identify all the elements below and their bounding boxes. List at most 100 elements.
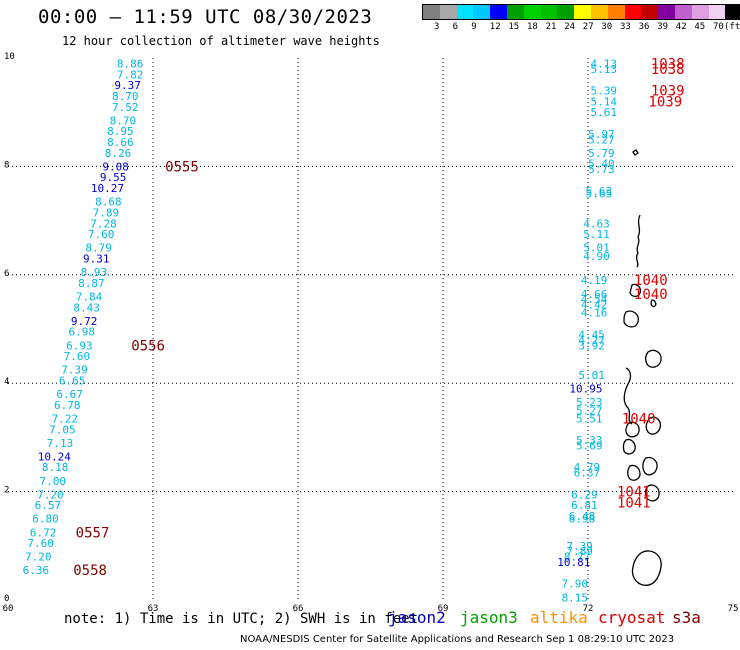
island-shape xyxy=(627,464,641,481)
swh-point-label: 7.89 xyxy=(93,206,120,219)
legend-label: 18 xyxy=(527,22,538,32)
swh-point-label: 3.92 xyxy=(578,339,605,352)
legend-labels: 3 6 9 12 15 18 21 24 27 30 33 36 39 42 45 70 xyxy=(422,22,740,34)
island-shape xyxy=(625,421,640,438)
time-label: 1039 xyxy=(648,94,682,110)
swh-point-label: 6.93 xyxy=(66,339,93,352)
time-label: 1039 xyxy=(651,84,685,100)
legend-label: 45 xyxy=(694,22,706,32)
legend-label: 24 xyxy=(564,22,576,32)
y-tick-label: 2 xyxy=(4,486,9,496)
x-tick-label: 69 xyxy=(438,604,449,614)
swh-point-label: 5.13 xyxy=(591,63,618,76)
swh-point-label: 8.66 xyxy=(107,136,134,149)
swh-point-label: 8.79 xyxy=(85,242,112,255)
swh-point-label: 7.20 xyxy=(37,488,64,501)
swh-point-label: 5.73 xyxy=(588,163,615,176)
x-tick-label: 75 xyxy=(728,604,739,614)
legend-swatch xyxy=(658,5,675,19)
swh-point-label: 6.29 xyxy=(571,488,598,501)
legend-label: 42 xyxy=(675,22,687,32)
swh-point-label: 8.86 xyxy=(117,57,144,70)
legend-swatch xyxy=(557,5,575,19)
legend-swatch xyxy=(725,5,740,19)
swh-point-label: 4.45 xyxy=(578,328,605,341)
swh-point-label: 8.70 xyxy=(112,90,139,103)
swh-point-label: 7.82 xyxy=(117,68,144,81)
swh-point-label: 7.90 xyxy=(562,578,589,591)
swh-point-label: 4.19 xyxy=(581,274,608,287)
swh-point-label: 10.81 xyxy=(557,556,590,569)
time-label: 1038 xyxy=(651,56,685,72)
y-tick-label: 8 xyxy=(4,160,9,170)
legend-unit: (ft) xyxy=(724,22,740,32)
legend-label: 15 xyxy=(508,22,520,32)
time-label: 1040 xyxy=(622,411,656,427)
swh-point-label: 7.60 xyxy=(88,228,115,241)
legend-swatch xyxy=(641,5,659,19)
swh-point-label: 4.13 xyxy=(591,57,618,70)
island-shape xyxy=(645,416,662,435)
island-shape xyxy=(629,283,642,298)
legend-swatch xyxy=(691,5,709,19)
legend-swatch xyxy=(490,5,507,19)
swh-point-label: 5.61 xyxy=(591,106,618,119)
legend-label: 33 xyxy=(620,22,631,32)
swh-point-label: 6.57 xyxy=(35,499,62,512)
time-label: 0555 xyxy=(165,159,199,175)
swh-point-label: 8.18 xyxy=(42,461,69,474)
swh-point-label: 5.14 xyxy=(591,95,618,108)
x-tick-label: 63 xyxy=(148,604,159,614)
swh-point-label: 4.90 xyxy=(583,250,610,263)
swh-point-label: 6.72 xyxy=(30,526,57,539)
coastline xyxy=(622,149,662,586)
swh-point-label: 7.28 xyxy=(90,217,117,230)
legend-swatch xyxy=(540,5,558,19)
legend-swatch xyxy=(607,5,625,19)
satellite-cryosat: cryosat xyxy=(598,608,666,627)
legend-label: 12 xyxy=(489,22,501,32)
swh-point-label: 5.23 xyxy=(576,396,603,409)
legend-swatch xyxy=(439,5,457,19)
y-tick-label: 4 xyxy=(4,377,9,387)
swh-point-label: 8.87 xyxy=(78,277,105,290)
legend-swatches xyxy=(422,4,740,20)
legend-swatch xyxy=(708,5,726,19)
swh-point-label: 7.05 xyxy=(49,423,76,436)
swh-point-label: 8.95 xyxy=(107,125,134,138)
swh-point-label: 7.84 xyxy=(76,290,103,303)
swh-point-label: 4.66 xyxy=(581,288,608,301)
swh-point-label: 5.63 xyxy=(586,185,613,198)
swh-point-label: 4.63 xyxy=(583,217,610,230)
legend-label: 6 xyxy=(452,22,459,32)
swh-point-label: 4.16 xyxy=(581,307,608,320)
swh-point-label: 10.95 xyxy=(569,383,602,396)
swh-point-label: 8.43 xyxy=(73,301,100,314)
swh-point-label: 5.69 xyxy=(576,440,603,453)
satellite-jason3: jason3 xyxy=(460,608,518,627)
x-tick-label: 66 xyxy=(293,604,304,614)
time-label: 0556 xyxy=(131,338,165,354)
swh-point-label: 9.55 xyxy=(100,171,127,184)
swh-point-label: 7.00 xyxy=(40,475,67,488)
legend-swatch xyxy=(624,5,642,19)
island-shape xyxy=(632,149,639,156)
y-tick-label: 6 xyxy=(4,269,9,279)
time-label: 1038 xyxy=(651,62,685,78)
swh-point-label: 7.89 xyxy=(566,545,593,558)
swh-point-label: 5.40 xyxy=(588,158,615,171)
time-labels: 0555055605570558103810381039103910401040… xyxy=(73,56,684,579)
swh-point-label: 5.27 xyxy=(576,404,603,417)
y-tick-label: 10 xyxy=(4,52,15,62)
swh-point-label: 8.93 xyxy=(81,266,108,279)
legend-swatch xyxy=(506,5,524,19)
swh-point-label: 6.36 xyxy=(23,564,50,577)
island-shape xyxy=(631,550,662,586)
satellite-s3a: s3a xyxy=(672,608,701,627)
island-shape xyxy=(644,349,662,368)
chart-grid xyxy=(8,58,733,600)
swh-point-label: 6.67 xyxy=(56,388,83,401)
swh-point-label: 6.98 xyxy=(69,326,96,339)
island-shape xyxy=(635,214,641,268)
